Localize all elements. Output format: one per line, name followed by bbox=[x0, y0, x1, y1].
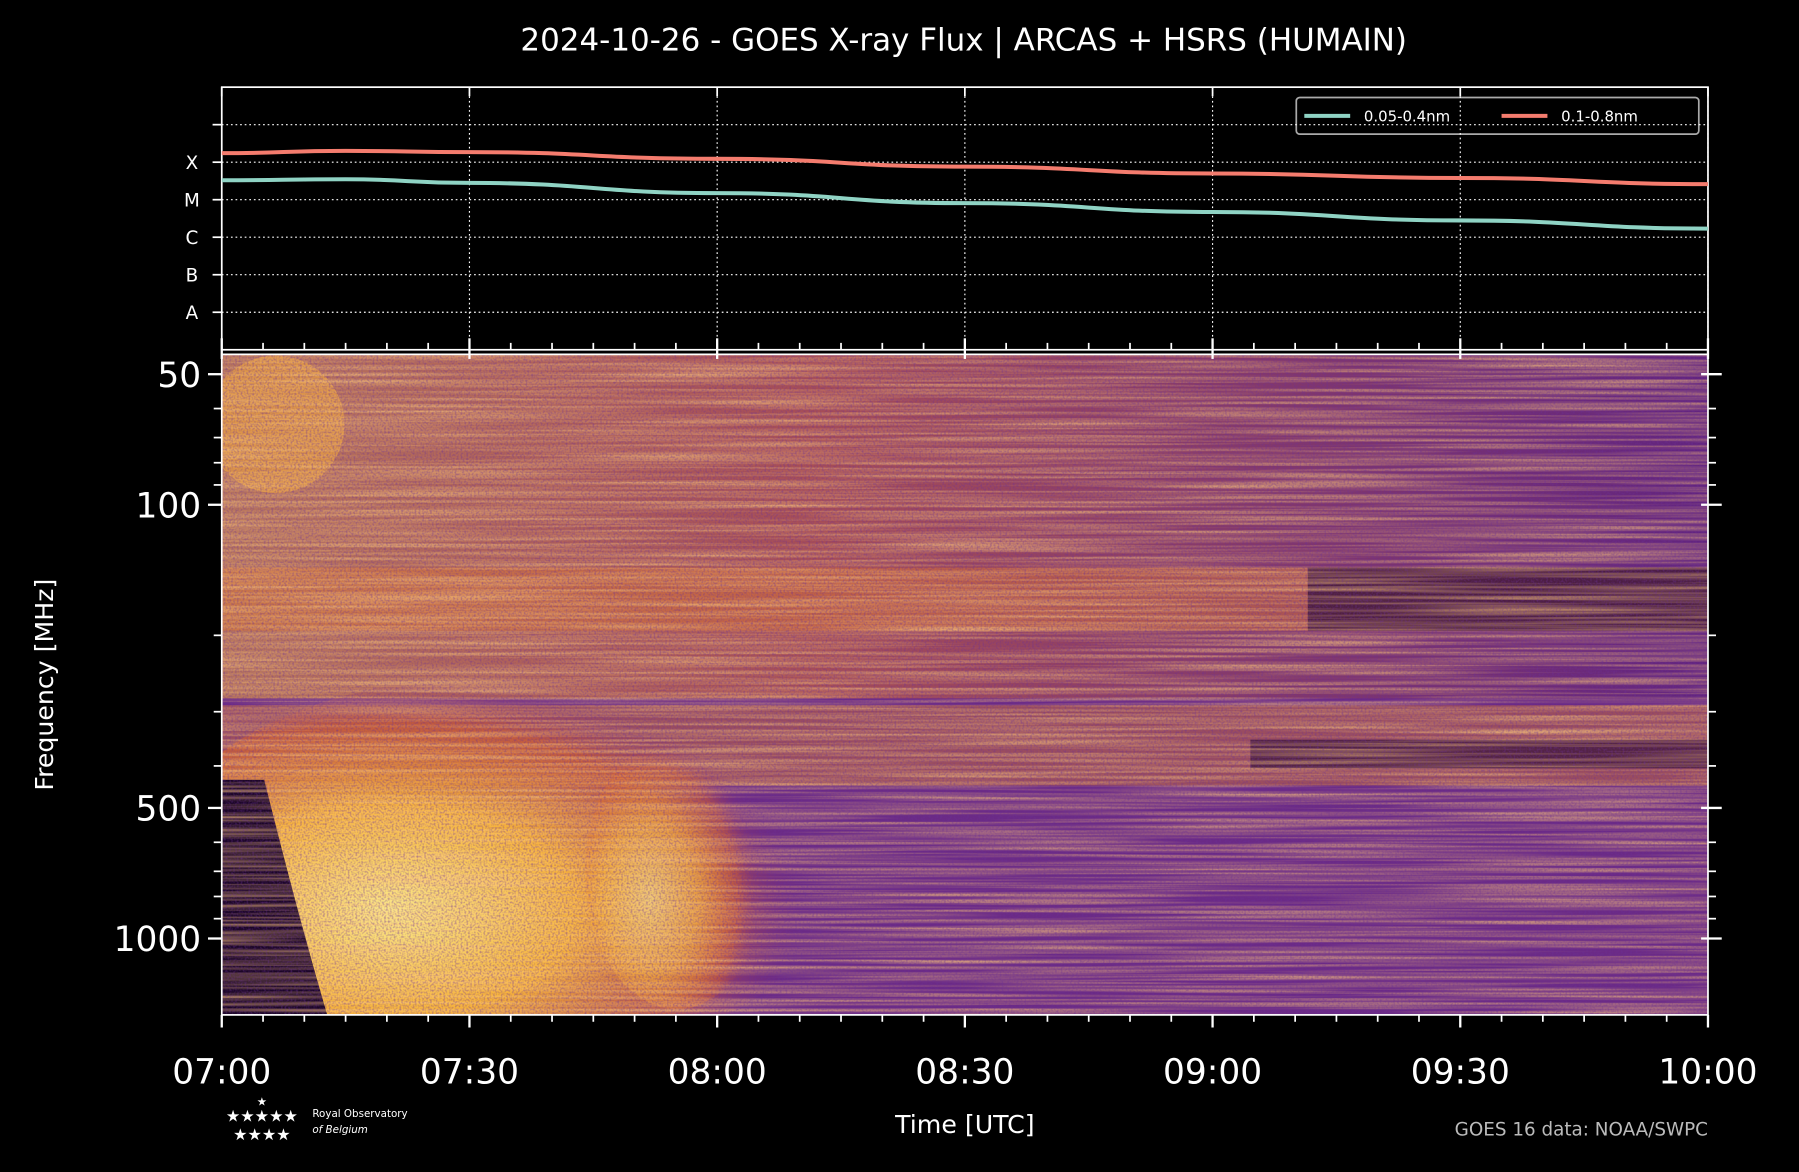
spectrogram-image bbox=[221, 354, 1708, 1015]
y-tick-label: A bbox=[186, 303, 199, 324]
y-tick-label: 50 bbox=[157, 356, 201, 396]
x-axis-label: Time [UTC] bbox=[894, 1110, 1034, 1139]
credit: GOES 16 data: NOAA/SWPC bbox=[1455, 1119, 1708, 1140]
x-tick-label: 09:30 bbox=[1411, 1053, 1510, 1093]
y-tick-label: 1000 bbox=[114, 920, 202, 960]
x-tick-label: 07:30 bbox=[420, 1053, 519, 1093]
legend: 0.05-0.4nm 0.1-0.8nm bbox=[1295, 96, 1700, 136]
legend-label: 0.1-0.8nm bbox=[1561, 108, 1638, 126]
y-tick-label: 500 bbox=[135, 790, 201, 830]
y-tick-label: B bbox=[186, 266, 199, 287]
x-tick-label: 10:00 bbox=[1658, 1053, 1757, 1093]
y-tick-label: X bbox=[186, 153, 199, 174]
x-tick-label: 08:00 bbox=[668, 1053, 767, 1093]
y-axis-label: Frequency [MHz] bbox=[30, 579, 59, 791]
svg-text:★★★★★: ★★★★★ bbox=[226, 1107, 298, 1126]
chart-title: 2024-10-26 - GOES X-ray Flux | ARCAS + H… bbox=[520, 22, 1407, 58]
logo: ★★★★★ ★★★★ ★ Royal Observatory of Belgiu… bbox=[226, 1094, 408, 1143]
y-tick-label: M bbox=[184, 191, 200, 212]
x-tick-label: 07:00 bbox=[172, 1053, 271, 1093]
flux-line bbox=[221, 148, 1708, 187]
x-tick-label: 09:00 bbox=[1163, 1053, 1262, 1093]
logo-text: of Belgium bbox=[312, 1124, 368, 1136]
legend-label: 0.05-0.4nm bbox=[1364, 108, 1450, 126]
x-tick-label: 08:30 bbox=[915, 1053, 1014, 1093]
y-tick-label: 100 bbox=[135, 486, 201, 526]
y-tick-label: C bbox=[186, 228, 199, 249]
svg-text:★: ★ bbox=[257, 1094, 267, 1108]
logo-text: Royal Observatory bbox=[312, 1108, 407, 1120]
svg-text:★★★★: ★★★★ bbox=[233, 1125, 291, 1144]
flux-line bbox=[221, 177, 1708, 231]
